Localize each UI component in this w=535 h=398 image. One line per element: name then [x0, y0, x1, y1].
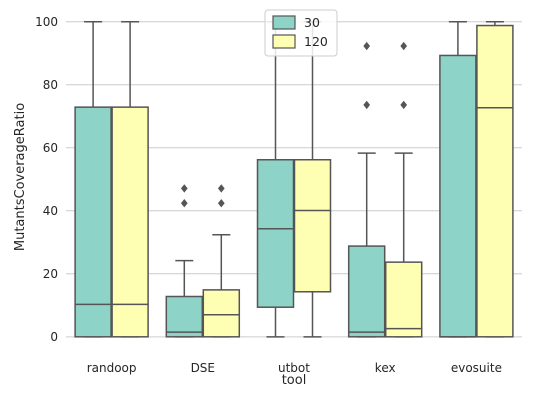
outlier	[400, 41, 408, 51]
box-utbot-120	[293, 21, 332, 338]
y-tick-label: 100	[35, 15, 58, 29]
box	[384, 261, 423, 338]
box	[256, 159, 295, 308]
box-randoop-120	[111, 21, 149, 338]
x-tick-label: utbot	[278, 361, 310, 375]
box-evosuite-120	[476, 21, 514, 338]
box	[165, 295, 204, 338]
outlier	[180, 184, 188, 193]
box	[293, 159, 332, 293]
y-tick-label: 40	[43, 204, 58, 218]
legend-label: 120	[304, 34, 328, 49]
box-kex-120	[384, 41, 423, 338]
x-tick-label: randoop	[87, 361, 137, 375]
legend-label: 30	[304, 15, 320, 30]
outlier	[400, 100, 408, 110]
box	[347, 245, 386, 338]
box-randoop-30	[74, 21, 112, 338]
outlier	[217, 199, 225, 208]
box-DSE-120	[202, 184, 241, 338]
x-tick-label: kex	[375, 361, 396, 375]
box-utbot-30	[256, 21, 295, 338]
x-axis-label: tool	[282, 373, 307, 388]
y-axis-label: MutantsCoverageRatio	[13, 103, 28, 251]
box-kex-30	[347, 41, 386, 338]
y-tick-labels: 0 20 40 60 80 100	[35, 15, 58, 344]
box-evosuite-30	[439, 21, 477, 338]
box-DSE-30	[165, 184, 204, 338]
y-tick-label: 20	[43, 267, 58, 281]
outlier	[363, 100, 371, 110]
boxes	[74, 21, 514, 338]
x-tick-label: DSE	[191, 361, 215, 375]
x-tick-label: evosuite	[451, 361, 502, 375]
box	[439, 54, 477, 338]
outlier	[363, 41, 371, 51]
x-tick-labels: randoop DSE utbot kex evosuite	[87, 361, 502, 375]
legend-swatch	[272, 15, 296, 30]
outlier	[217, 184, 225, 193]
y-tick-label: 0	[50, 330, 58, 344]
y-tick-label: 60	[43, 141, 58, 155]
box	[202, 289, 241, 338]
box	[476, 24, 514, 338]
box	[74, 106, 112, 338]
outlier	[180, 199, 188, 208]
y-tick-label: 80	[43, 78, 58, 92]
legend-swatch	[272, 34, 296, 49]
box	[111, 106, 149, 338]
